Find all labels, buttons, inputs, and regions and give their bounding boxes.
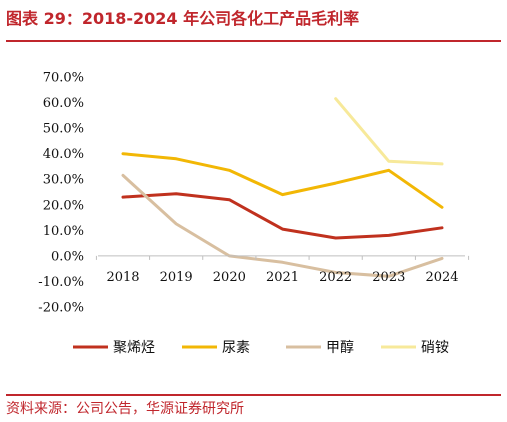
x-tick-label: 2022 (319, 270, 352, 285)
y-tick-label: 0.0% (51, 249, 84, 264)
legend-label: 甲醇 (326, 339, 354, 356)
legend: 聚烯烃 尿素 甲醇 硝铵 (73, 339, 449, 356)
source-rule (6, 394, 501, 396)
x-axis-ticks: 2018 2019 2020 2021 2022 2023 2024 (95, 255, 470, 285)
series-line (334, 97, 444, 166)
figure-title: 图表 29：2018-2024 年公司各化工产品毛利率 (6, 9, 360, 28)
y-tick-label: 70.0% (43, 71, 84, 86)
x-tick-label: 2018 (106, 270, 139, 285)
legend-label: 硝铵 (421, 340, 449, 356)
legend-label: 聚烯烃 (113, 340, 155, 356)
x-tick-label: 2023 (372, 270, 405, 285)
source-note: 资料来源：公司公告，华源证券研究所 (6, 401, 244, 417)
y-tick-label: 30.0% (43, 173, 84, 188)
series-line (121, 192, 444, 240)
series-line (121, 152, 444, 209)
title-rule (6, 40, 501, 42)
x-tick-label: 2024 (425, 270, 458, 285)
y-tick-label: -20.0% (38, 301, 84, 316)
x-tick-label: 2021 (266, 270, 299, 285)
y-tick-label: 60.0% (43, 96, 84, 111)
y-tick-label: 10.0% (43, 224, 84, 239)
series-line (121, 173, 444, 278)
y-tick-label: -10.0% (38, 275, 84, 290)
y-tick-label: 50.0% (43, 122, 84, 137)
y-tick-label: 40.0% (43, 147, 84, 162)
x-tick-label: 2019 (160, 270, 193, 285)
x-tick-label: 2020 (213, 270, 246, 285)
y-axis-ticks: 70.0% 60.0% 50.0% 40.0% 30.0% 20.0% 10.0% 0.0% -… (38, 71, 84, 316)
legend-label: 尿素 (222, 340, 250, 356)
y-tick-label: 20.0% (43, 198, 84, 213)
series-lines (121, 97, 444, 278)
